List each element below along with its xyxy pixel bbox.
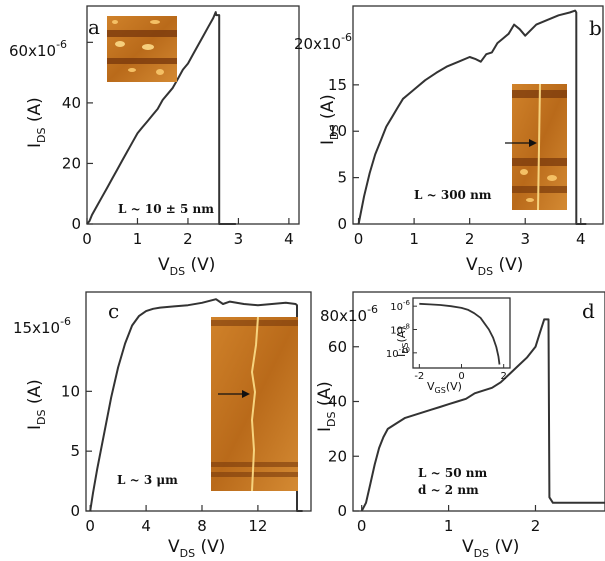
afm-inset-image [512, 83, 567, 211]
x-ticks: 0 1 2 3 4 [354, 218, 586, 248]
panel-b: 0 5 10 15 0 1 2 3 4 b 20x10-6 IDS (A) VDS (V) L… [294, 5, 604, 278]
x-tick-label: 4 [576, 230, 586, 248]
y-ticks: 0 20 40 60 [328, 338, 359, 520]
y-tick-label: 0 [71, 215, 81, 233]
x-tick-label: 1 [409, 230, 419, 248]
x-tick-label: 0 [357, 517, 367, 535]
panel-c: 0 5 10 0 4 8 12 c 15x10-6 IDS (A) VDS (V) L ~… [13, 291, 312, 560]
series-line [357, 9, 587, 225]
y-axis-exponent: 15x10-6 [13, 315, 71, 337]
inset-y-ticks: 10-6 10-8 10-10 [386, 299, 417, 360]
inset-x-ticks: -2 0 2 [414, 364, 507, 382]
y-ticks: 0 20 40 [62, 41, 93, 233]
inset-series-line [419, 302, 501, 365]
afm-inset-image [211, 316, 298, 492]
y-tick-label: 40 [328, 393, 347, 411]
inset-x-tick-label: 0 [458, 371, 464, 382]
x-ticks: 0 1 2 [357, 505, 540, 535]
inset-x-tick-label: 2 [500, 371, 506, 382]
y-axis-exponent: 80x10-6 [320, 303, 378, 325]
x-tick-label: 2 [183, 230, 193, 248]
y-tick-label: 5 [70, 442, 80, 460]
y-tick-label: 0 [337, 502, 347, 520]
y-tick-label: 5 [337, 169, 347, 187]
length-annotation: L ~ 3 μm [117, 473, 178, 487]
panel-label: c [108, 299, 119, 323]
y-tick-label: 20 [62, 154, 81, 172]
plot-frame [86, 5, 300, 225]
x-tick-label: 1 [133, 230, 143, 248]
y-ticks: 0 5 10 [61, 382, 92, 520]
panel-label: a [88, 15, 100, 39]
panel-label: b [589, 16, 602, 40]
y-axis-exponent: 60x10-6 [9, 38, 67, 60]
inset-y-tick-label: 10-10 [386, 346, 410, 360]
x-tick-label: 1 [444, 517, 454, 535]
length-annotation: L ~ 50 nm [418, 466, 487, 480]
x-tick-label: 0 [82, 230, 92, 248]
y-axis-label: IDS (A) [25, 379, 48, 430]
y-axis-exponent: 20x10-6 [294, 31, 352, 53]
x-tick-label: 3 [234, 230, 244, 248]
length-annotation: L ~ 300 nm [414, 188, 492, 202]
diameter-annotation: d ~ 2 nm [418, 483, 479, 497]
x-axis-label: VDS (V) [462, 537, 519, 560]
series-line [89, 298, 303, 512]
x-tick-label: 12 [248, 517, 267, 535]
x-tick-label: 0 [85, 517, 95, 535]
x-tick-label: 2 [465, 230, 475, 248]
x-tick-label: 8 [197, 517, 207, 535]
y-tick-label: 10 [61, 382, 80, 400]
y-axis-label: IDS (A) [315, 381, 338, 432]
inset-x-tick-label: -2 [414, 371, 424, 382]
panel-label: d [582, 299, 595, 323]
arrow-head [242, 390, 250, 398]
arrow-head [529, 139, 537, 147]
y-axis-label: IDS (A) [25, 97, 48, 148]
x-ticks: 0 1 2 3 4 [82, 218, 294, 248]
inset-x-axis-label: VGS(V) [427, 380, 462, 395]
inset-plot: 10-6 10-8 10-10 -2 0 2 IDS(A) VGS(V) [386, 297, 511, 395]
x-tick-label: 0 [354, 230, 364, 248]
x-tick-label: 3 [520, 230, 530, 248]
y-tick-label: 40 [62, 94, 81, 112]
x-axis-label: VDS (V) [466, 255, 523, 278]
y-axis-label: IDS (A) [318, 94, 341, 145]
panel-a: 0 20 40 0 1 2 3 4 a 60x10-6 IDS (A) VDS (V) L … [9, 5, 300, 278]
x-tick-label: 4 [284, 230, 294, 248]
x-axis-label: VDS (V) [158, 255, 215, 278]
x-tick-label: 2 [531, 517, 541, 535]
afm-inset-image [107, 16, 177, 82]
y-tick-label: 15 [328, 76, 347, 94]
x-ticks: 0 4 8 12 [85, 505, 267, 535]
y-tick-label: 10 [328, 122, 347, 140]
series-line [360, 318, 605, 512]
plot-frame [352, 5, 604, 225]
y-tick-label: 0 [70, 502, 80, 520]
x-tick-label: 4 [141, 517, 151, 535]
y-tick-label: 60 [328, 338, 347, 356]
inset-y-tick-label: 10-6 [390, 299, 410, 313]
length-annotation: L ~ 10 ± 5 nm [118, 202, 214, 216]
y-tick-label: 20 [328, 447, 347, 465]
x-axis-label: VDS (V) [168, 537, 225, 560]
inset-y-axis-label: IDS(A) [395, 326, 410, 357]
plot-frame [85, 291, 312, 512]
series-line [86, 11, 236, 225]
inset-y-tick-label: 10-8 [390, 323, 410, 337]
y-tick-label: 0 [337, 215, 347, 233]
